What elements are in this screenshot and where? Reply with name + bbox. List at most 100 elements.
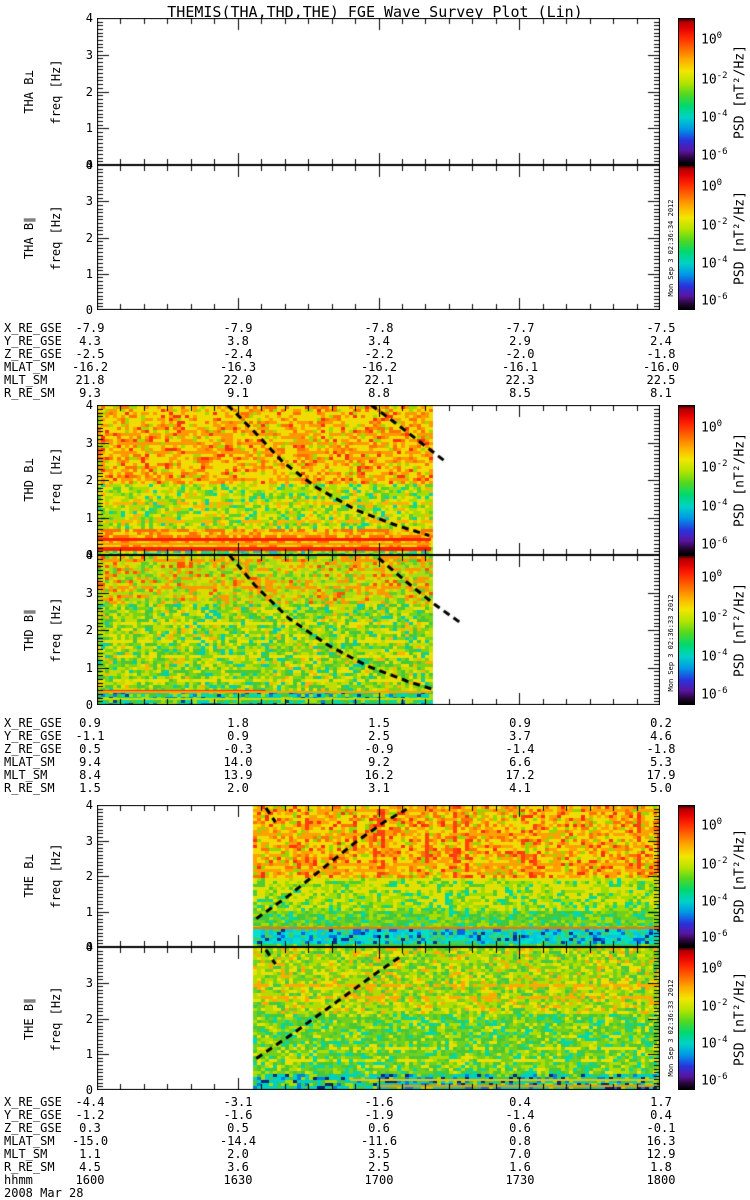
ephemeris-value: 1.1	[79, 1147, 101, 1161]
ephemeris-value: -0.9	[364, 742, 394, 756]
ephemeris-value: 0.8	[509, 1134, 531, 1148]
ephemeris-value: 3.5	[368, 1147, 390, 1161]
ephemeris-value: -14.4	[219, 1134, 257, 1148]
ephemeris-label: X_RE_GSE	[4, 1095, 62, 1109]
y-tick-label: 4	[85, 798, 93, 812]
ephemeris-value: 9.2	[368, 755, 390, 769]
ephemeris-value: 4.6	[650, 729, 672, 743]
ephemeris-label: R_RE_SM	[4, 1160, 55, 1174]
ephemeris-label: MLT_SM	[4, 1147, 48, 1161]
ephemeris-value: 0.6	[368, 1121, 390, 1135]
ephemeris-value: -7.8	[364, 321, 394, 335]
ephemeris-value: -16.1	[501, 360, 539, 374]
colorbar-tick-label: 10-4	[701, 892, 728, 910]
colorbar	[678, 805, 695, 947]
ephemeris-value: -4.4	[75, 1095, 105, 1109]
time-tick-label: 1800	[646, 1173, 676, 1187]
panel-label-the-bperp: THE B⊥	[22, 854, 36, 898]
time-tick-label: 1600	[75, 1173, 105, 1187]
colorbar-title: PSD [nT²/Hz]	[732, 44, 748, 139]
ephemeris-value: 3.8	[227, 334, 249, 348]
ephemeris-value: 9.1	[227, 386, 249, 400]
panel-label-thd-bperp: THD B⊥	[22, 458, 36, 502]
colorbar	[678, 405, 695, 555]
colorbar	[678, 947, 695, 1090]
y-tick-label: 0	[85, 158, 93, 172]
y-tick-label: 4	[85, 548, 93, 562]
colorbar-tick-label: 100	[701, 959, 723, 976]
colorbar-tick-label: 10-6	[701, 146, 728, 163]
time-axis-label: hhmm	[4, 1173, 33, 1187]
creation-timestamp: Mon Sep 3 02:36:33 2012	[667, 594, 675, 692]
spectrogram-thd-bperp	[97, 405, 660, 555]
ephemeris-value: 22.0	[223, 373, 253, 387]
ephemeris-value: -1.2	[75, 1108, 105, 1122]
ephemeris-label: Z_RE_GSE	[4, 1121, 62, 1135]
ephemeris-value: 2.0	[227, 781, 249, 795]
colorbar-tick-label: 10-4	[701, 648, 728, 665]
y-tick-label: 0	[85, 698, 93, 712]
y-tick-label: 3	[85, 833, 93, 848]
colorbar-tick-label: 10-6	[701, 928, 728, 946]
panel-label-tha-bperp: THA B⊥	[22, 69, 36, 114]
ephemeris-value: 14.0	[223, 755, 253, 769]
spectrogram-the-bpar	[97, 947, 660, 1090]
y-tick-label: 0	[85, 940, 93, 954]
colorbar-tick-label: 10-2	[701, 998, 728, 1015]
colorbar	[678, 18, 695, 165]
ephemeris-label: Y_RE_GSE	[4, 334, 62, 348]
colorbar-title: PSD [nT²/Hz]	[732, 433, 748, 527]
ephemeris-value: -1.8	[646, 347, 676, 361]
freq-axis-label: freq [Hz]	[49, 597, 63, 663]
y-tick-label: 2	[85, 869, 93, 883]
ephemeris-value: 22.5	[646, 373, 676, 387]
ephemeris-value: 0.3	[79, 1121, 101, 1135]
ephemeris-value: 6.6	[509, 755, 531, 769]
colorbar-tick-label: 100	[701, 31, 723, 48]
ephemeris-value: 8.1	[650, 386, 672, 400]
ephemeris-value: -15.0	[71, 1134, 109, 1148]
colorbar-tick-label: 10-2	[701, 855, 728, 873]
ephemeris-value: 17.2	[505, 768, 535, 782]
spectrogram-the-bperp	[97, 805, 660, 947]
ephemeris-label: R_RE_SM	[4, 386, 55, 400]
ephemeris-value: -0.1	[646, 1121, 676, 1135]
colorbar-tick-label: 10-4	[701, 1035, 728, 1052]
y-tick-label: 4	[85, 158, 93, 172]
ephemeris-value: -7.5	[646, 321, 676, 335]
ephemeris-value: -7.7	[505, 321, 535, 335]
ephemeris-value: -11.6	[360, 1134, 398, 1148]
ephemeris-value: -2.5	[75, 347, 105, 361]
ephemeris-value: 8.5	[509, 386, 531, 400]
y-tick-label: 0	[85, 303, 93, 317]
time-tick-label: 1730	[505, 1173, 535, 1187]
colorbar-tick-label: 10-4	[701, 498, 728, 515]
y-tick-label: 3	[85, 194, 93, 209]
creation-timestamp: Mon Sep 3 02:36:34 2012	[667, 199, 675, 297]
ephemeris-value: 1.5	[79, 781, 101, 795]
freq-axis-label: freq [Hz]	[49, 843, 63, 909]
colorbar-tick-label: 10-6	[701, 536, 728, 553]
y-tick-label: 1	[85, 904, 93, 919]
ephemeris-label: R_RE_SM	[4, 781, 55, 795]
ephemeris-value: -16.3	[219, 360, 257, 374]
panel-label-tha-bpar: THA B∥	[22, 216, 36, 259]
ephemeris-label: X_RE_GSE	[4, 321, 62, 335]
plot-title: THEMIS(THA,THD,THE) FGE Wave Survey Plot…	[167, 3, 583, 21]
ephemeris-value: 4.3	[79, 334, 101, 348]
y-tick-label: 4	[85, 11, 93, 25]
ephemeris-value: -1.6	[364, 1095, 394, 1109]
ephemeris-value: 0.2	[650, 716, 672, 730]
colorbar-title: PSD [nT²/Hz]	[732, 829, 748, 923]
ephemeris-label: MLAT_SM	[4, 755, 55, 769]
ephemeris-value: 0.9	[227, 729, 249, 743]
panel-label-the-bpar: THE B∥	[22, 997, 36, 1040]
ephemeris-value: 9.3	[79, 386, 101, 400]
colorbar-tick-label: 10-6	[701, 1071, 728, 1089]
ephemeris-value: 0.5	[227, 1121, 249, 1135]
ephemeris-value: -16.2	[360, 360, 398, 374]
y-tick-label: 4	[85, 940, 93, 954]
ephemeris-value: 4.1	[509, 781, 531, 795]
ephemeris-value: 1.8	[650, 1160, 672, 1174]
ephemeris-value: 2.5	[368, 729, 390, 743]
